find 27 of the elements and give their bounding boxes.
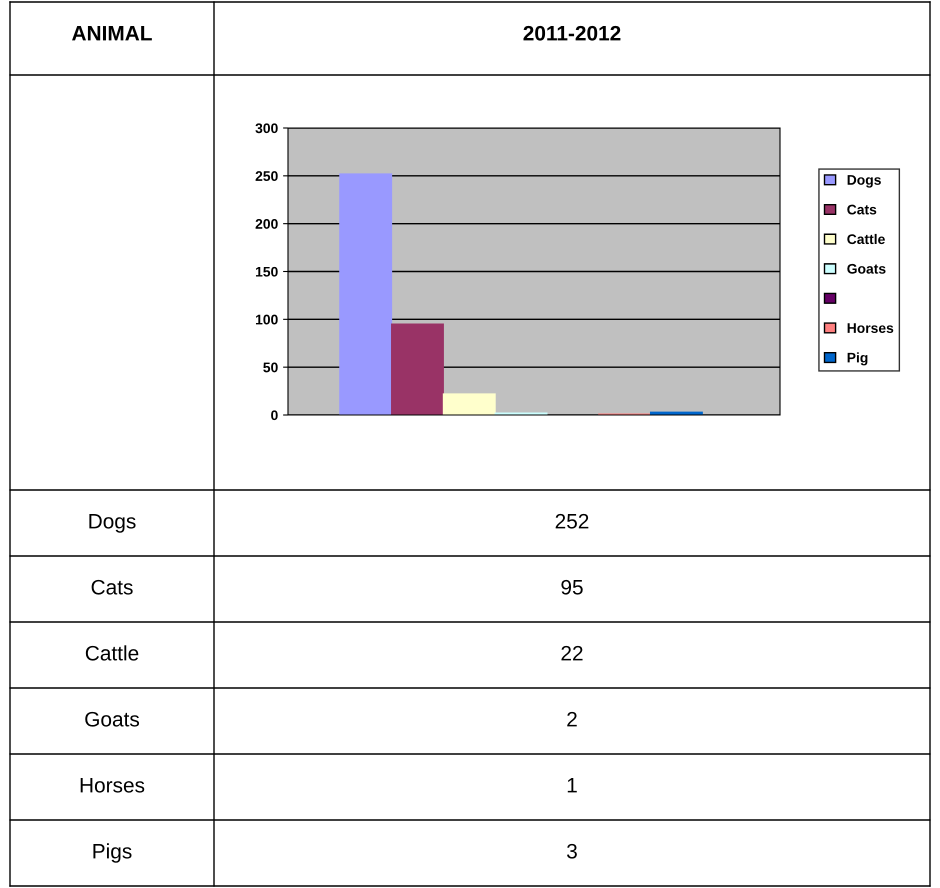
text: 95	[561, 580, 583, 595]
legend-label: Cats	[847, 204, 876, 214]
y-tick-label: 50	[263, 362, 278, 372]
text: 3	[567, 844, 577, 859]
y-tick-label: 0	[271, 410, 278, 420]
text: 252	[556, 514, 588, 529]
text: Cattle	[86, 645, 138, 661]
y-tick-label: 100	[256, 314, 278, 325]
text: 22	[561, 646, 583, 660]
text: Cats	[92, 580, 133, 595]
y-tick-label: 300	[255, 123, 278, 134]
legend-label: Pig	[848, 352, 868, 366]
text: ANIMAL	[72, 26, 152, 40]
legend-label: Horses	[848, 323, 894, 333]
legend-label: Dogs	[848, 175, 881, 188]
y-tick-label: 250	[256, 171, 278, 182]
text: 1	[568, 778, 577, 792]
text: Dogs	[89, 514, 136, 533]
legend-label: Cattle	[847, 234, 885, 244]
text: Pigs	[93, 843, 132, 863]
text: 2011-2012	[523, 26, 620, 41]
y-tick-label: 150	[256, 266, 278, 277]
text: 2	[567, 712, 577, 726]
text: Horses	[80, 778, 144, 793]
text: Goats	[85, 712, 140, 727]
legend-label: Goats	[847, 264, 886, 274]
y-tick-label: 200	[256, 219, 278, 229]
